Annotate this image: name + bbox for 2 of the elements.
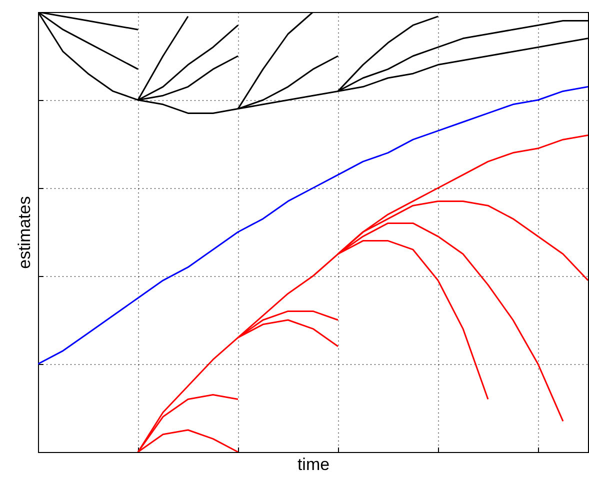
y-axis-title: estimates (15, 196, 34, 269)
x-axis-title: time (297, 455, 330, 474)
